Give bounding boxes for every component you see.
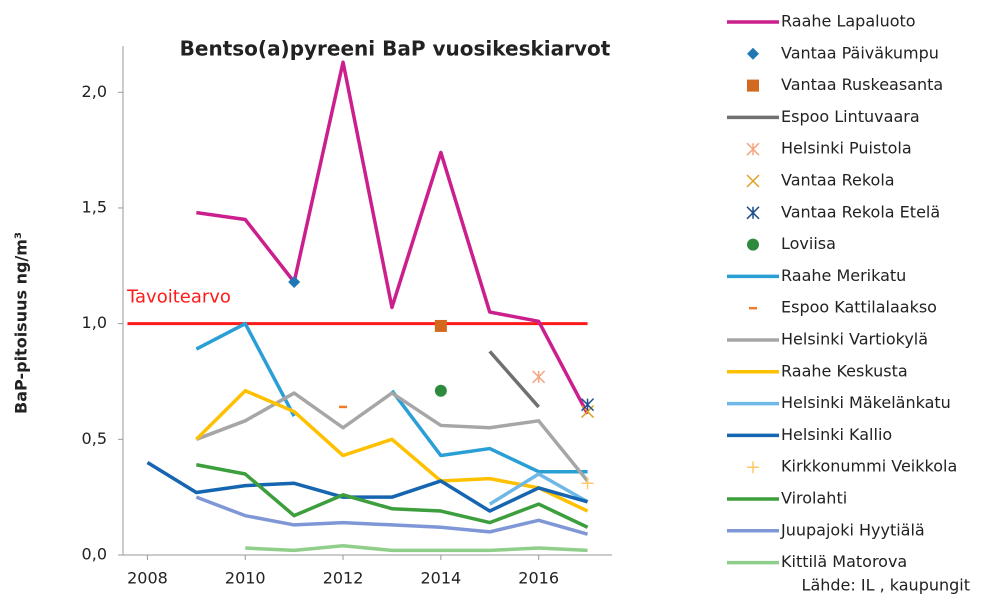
- legend-label: Juupajoki Hyytiälä: [780, 520, 925, 539]
- series-line: [196, 60, 590, 415]
- series-line: [195, 391, 589, 483]
- y-tick-label: 2,0: [82, 82, 107, 101]
- data-point: [581, 477, 594, 490]
- y-axis-label: BaP-pitoisuus ng/m³: [12, 232, 31, 414]
- legend-swatch: [747, 79, 759, 92]
- data-point: [434, 384, 447, 397]
- legend-label: Raahe Keskusta: [781, 361, 908, 380]
- legend-label: Espoo Lintuvaara: [781, 107, 920, 126]
- x-tick-label: 2010: [225, 569, 266, 588]
- series-line: [195, 495, 589, 536]
- legend-swatch: [746, 206, 760, 220]
- legend-label: Loviisa: [781, 234, 836, 253]
- x-tick-label: 2014: [420, 569, 461, 588]
- legend-label: Vantaa Ruskeasanta: [781, 75, 943, 94]
- legend-label: Raahe Merikatu: [781, 266, 906, 285]
- series-line: [488, 472, 589, 506]
- legend-label: Helsinki Vartiokylä: [781, 330, 928, 349]
- legend-label: Vantaa Rekola Etelä: [781, 202, 940, 221]
- legend-swatch: [747, 47, 759, 60]
- legend-label: Helsinki Puistola: [781, 139, 912, 158]
- series-line: [245, 543, 588, 553]
- legend-label: Espoo Kattilalaakso: [781, 298, 937, 317]
- data-point: [288, 275, 301, 288]
- data-point: [532, 370, 546, 384]
- legend-label: Virolahti: [781, 489, 847, 508]
- source-note: Lähde: IL , kaupungit: [802, 576, 970, 595]
- y-tick-label: 1,0: [82, 313, 107, 332]
- series-line: [488, 350, 540, 409]
- legend-label: Helsinki Mäkelänkatu: [781, 393, 951, 412]
- legend-swatch: [746, 142, 760, 156]
- legend-swatch: [746, 174, 760, 188]
- series-line: [146, 460, 589, 513]
- legend-swatch: [747, 461, 759, 474]
- legend-label: Helsinki Kallio: [781, 425, 892, 444]
- legend-label: Vantaa Päiväkumpu: [781, 43, 939, 62]
- series-line: [195, 321, 588, 474]
- legend-label: Kittilä Matorova: [781, 552, 907, 571]
- legend-label: Kirkkonummi Veikkola: [781, 457, 957, 476]
- x-tick-label: 2008: [127, 569, 168, 588]
- y-tick-label: 0,0: [82, 545, 107, 564]
- chart-title: Bentso(a)pyreeni BaP vuosikeskiarvot: [180, 37, 611, 61]
- y-tick-label: 1,5: [82, 197, 107, 216]
- x-tick-label: 2016: [518, 569, 559, 588]
- legend-label: Raahe Lapaluoto: [781, 12, 916, 31]
- y-tick-label: 0,5: [82, 429, 107, 448]
- data-point: [581, 398, 595, 412]
- series-line: [196, 463, 589, 529]
- data-point: [434, 319, 447, 332]
- x-tick-label: 2012: [323, 569, 364, 588]
- legend-swatch: [747, 238, 759, 251]
- legend-label: Vantaa Rekola: [781, 171, 895, 190]
- reference-label: Tavoitearvo: [126, 287, 231, 308]
